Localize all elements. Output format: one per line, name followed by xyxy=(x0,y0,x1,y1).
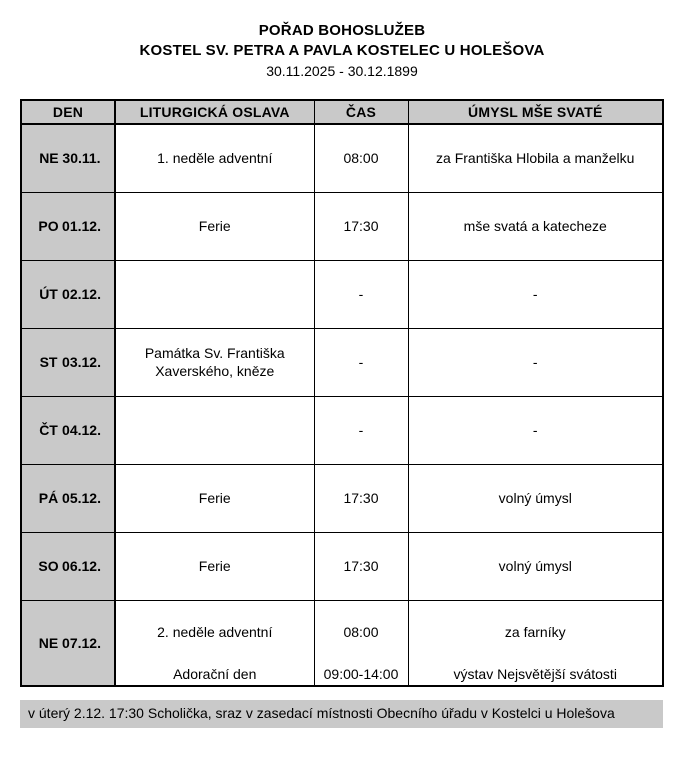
table-row: ČT 04.12. - - xyxy=(20,395,664,465)
celebration-cell xyxy=(114,395,315,465)
celebration-cell: Ferie xyxy=(114,531,315,601)
table-row: ÚT 02.12. - - xyxy=(20,259,664,329)
day-cell: ÚT 02.12. xyxy=(20,259,116,329)
celebration-cell: Památka Sv. Františka Xaverského, kněze xyxy=(114,327,315,397)
table-row: PÁ 05.12. Ferie 17:30 volný úmysl xyxy=(20,463,664,533)
intention-cell-line1: za farníky xyxy=(504,623,566,640)
celebration-cell: Ferie xyxy=(114,463,315,533)
intention-cell-split: za farníky výstav Nejsvětější svátosti xyxy=(413,601,659,685)
column-header-1: LITURGICKÁ OSLAVA xyxy=(114,99,315,125)
document-title-block: POŘAD BOHOSLUŽEB KOSTEL SV. PETRA A PAVL… xyxy=(0,0,684,81)
day-abbreviation: ST xyxy=(39,354,58,370)
day-cell: PÁ 05.12. xyxy=(20,463,116,533)
date-range: 30.11.2025 - 30.12.1899 xyxy=(266,63,418,79)
intention-cell: mše svatá a katecheze xyxy=(407,191,664,261)
time-cell: 08:00 09:00-14:00 xyxy=(313,599,409,686)
time-cell-line2: 09:00-14:00 xyxy=(323,665,399,682)
page-title: POŘAD BOHOSLUŽEB xyxy=(258,22,426,39)
time-cell: 17:30 xyxy=(313,191,409,261)
intention-cell: - xyxy=(407,327,664,397)
celebration-cell: 1. neděle adventní xyxy=(114,123,315,193)
celebration-cell-split: 2. neděle adventní Adorační den xyxy=(120,601,310,685)
table-row: ST 03.12. Památka Sv. Františka Xaverského… xyxy=(20,327,664,397)
celebration-cell-line2: Adorační den xyxy=(173,665,257,682)
day-abbreviation: SO xyxy=(38,558,59,574)
day-abbreviation: ÚT xyxy=(39,286,58,302)
day-abbreviation: PÁ xyxy=(38,490,59,506)
column-header-3: ÚMYSL MŠE SVATÉ xyxy=(407,99,664,125)
celebration-cell-line1: 2. neděle adventní xyxy=(157,623,273,640)
column-header-0: DEN xyxy=(20,99,116,125)
intention-cell: volný úmysl xyxy=(407,463,664,533)
intention-cell-line2: výstav Nejsvětější svátosti xyxy=(453,665,617,682)
church-name: KOSTEL SV. PETRA A PAVLA KOSTELEC U HOLE… xyxy=(139,42,545,59)
time-cell-line1: 08:00 xyxy=(343,623,379,640)
day-cell: NE 30.11. xyxy=(20,123,116,193)
time-cell: 08:00 xyxy=(313,123,409,193)
table-header-row: DEN LITURGICKÁ OSLAVA ČAS ÚMYSL MŠE SVATÉ xyxy=(20,99,664,125)
time-cell-split: 08:00 09:00-14:00 xyxy=(319,601,404,685)
time-cell: 17:30 xyxy=(313,463,409,533)
time-cell: - xyxy=(313,327,409,397)
time-cell: 17:30 xyxy=(313,531,409,601)
day-date: 30.11. xyxy=(62,150,101,167)
table-row: NE 07.12. 2. neděle adventní Adorační den 08… xyxy=(20,599,664,686)
day-cell: ST 03.12. xyxy=(20,327,116,397)
day-date: 03.12. xyxy=(62,354,101,370)
intention-cell: za Františka Hlobila a manželku xyxy=(407,123,664,193)
celebration-cell xyxy=(114,259,315,329)
footer-note: v úterý 2.12. 17:30 Scholička, sraz v za… xyxy=(20,700,663,728)
column-header-2: ČAS xyxy=(313,99,409,125)
table-row: SO 06.12. Ferie 17:30 volný úmysl xyxy=(20,531,664,601)
day-date: 05.12. xyxy=(62,490,101,506)
day-cell: NE 07.12. xyxy=(20,599,116,686)
time-cell: - xyxy=(313,259,409,329)
day-cell: SO 06.12. xyxy=(20,531,116,601)
day-abbreviation: NE xyxy=(38,634,59,651)
table-body: NE 30.11. 1. neděle adventní 08:00 za Franti… xyxy=(20,123,664,686)
celebration-cell: 2. neděle adventní Adorační den xyxy=(114,599,315,686)
services-table: DEN LITURGICKÁ OSLAVA ČAS ÚMYSL MŠE SVATÉ N… xyxy=(20,99,664,687)
day-abbreviation: ČT xyxy=(39,422,58,438)
day-date: 02.12. xyxy=(62,286,101,302)
intention-cell: volný úmysl xyxy=(407,531,664,601)
intention-cell: za farníky výstav Nejsvětější svátosti xyxy=(407,599,664,686)
intention-cell: - xyxy=(407,395,664,465)
table-row: PO 01.12. Ferie 17:30 mše svatá a katecheze xyxy=(20,191,664,261)
day-date: 01.12. xyxy=(62,218,101,234)
day-cell: PO 01.12. xyxy=(20,191,116,261)
day-cell: ČT 04.12. xyxy=(20,395,116,465)
day-date: 04.12. xyxy=(62,422,101,438)
table-row: NE 30.11. 1. neděle adventní 08:00 za Franti… xyxy=(20,123,664,193)
intention-cell: - xyxy=(407,259,664,329)
day-abbreviation: NE xyxy=(39,150,59,167)
day-date: 06.12. xyxy=(62,558,101,574)
time-cell: - xyxy=(313,395,409,465)
celebration-cell: Ferie xyxy=(114,191,315,261)
day-abbreviation: PO xyxy=(38,218,59,234)
day-date: 07.12. xyxy=(62,634,101,651)
